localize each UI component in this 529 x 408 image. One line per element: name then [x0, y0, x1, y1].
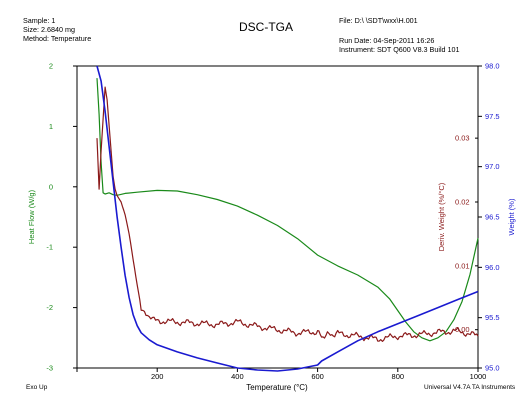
heat-flow-tick-label-0: -3 [46, 364, 53, 373]
sample-label: Sample: 1 [23, 16, 56, 25]
deriv-weight-tick-label-1: 0.01 [455, 261, 470, 270]
x-tick-label-2: 400 [231, 372, 244, 381]
weight-tick-label-5: 97.5 [485, 112, 500, 121]
weight-axis-label: Weight (%) [507, 198, 516, 235]
deriv-weight-tick-label-3: 0.03 [455, 134, 470, 143]
weight-line [96, 65, 479, 372]
heat-flow-tick-label-4: 1 [49, 122, 53, 131]
weight-axis: 95.0 95.5 96.0 96.5 97.0 97.5 98.0 [478, 62, 500, 373]
weight-tick-label-4: 97.0 [485, 162, 500, 171]
heat-flow-tick-label-1: -2 [46, 303, 53, 312]
heat-flow-tick-label-2: -1 [46, 243, 53, 252]
weight-tick-label-2: 96.0 [485, 263, 500, 272]
deriv-weight-tick-label-0: 0.00 [455, 325, 470, 334]
x-axis-label: Temperature (°C) [246, 383, 308, 392]
file-label: File: D:\ \SDT\wxx\H.001 [339, 16, 418, 25]
deriv-weight-tick-label-2: 0.02 [455, 197, 470, 206]
exo-up-label: Exo Up [26, 384, 48, 391]
heat-flow-tick-label-3: 0 [49, 182, 53, 191]
plot-area-border [76, 65, 479, 369]
x-tick-label-1: 200 [151, 372, 164, 381]
deriv-weight-line [96, 86, 479, 342]
heat-flow-tick-label-5: 2 [49, 62, 53, 71]
instrument-label: Instrument: SDT Q600 V8.3 Build 101 [339, 45, 460, 54]
x-tick-label-4: 800 [392, 372, 405, 381]
deriv-weight-axis: 0.00 0.01 0.02 0.03 [455, 134, 478, 334]
chart-title: DSC-TGA [239, 20, 293, 34]
heat-flow-line [96, 78, 479, 342]
method-label: Method: Temperature [23, 34, 92, 43]
x-tick-label-5: 1000 [470, 372, 487, 381]
series-group [96, 65, 479, 372]
heat-flow-axis-label: Heat Flow (W/g) [27, 189, 36, 244]
weight-tick-label-0: 95.0 [485, 364, 500, 373]
x-tick-label-3: 600 [311, 372, 324, 381]
run-date-label: Run Date: 04-Sep-2011 16:26 [339, 36, 435, 45]
weight-tick-label-6: 98.0 [485, 62, 500, 71]
x-axis: 200 400 600 800 1000 [76, 368, 487, 381]
size-label: Size: 2.6840 mg [23, 25, 75, 34]
weight-tick-label-3: 96.5 [485, 213, 500, 222]
deriv-weight-axis-label: Deriv. Weight (%/°C) [437, 182, 446, 251]
heat-flow-axis: -3 -2 -1 0 1 2 [46, 62, 77, 373]
universal-label: Universal V4.7A TA Instruments [424, 384, 516, 391]
weight-tick-label-1: 95.5 [485, 313, 500, 322]
